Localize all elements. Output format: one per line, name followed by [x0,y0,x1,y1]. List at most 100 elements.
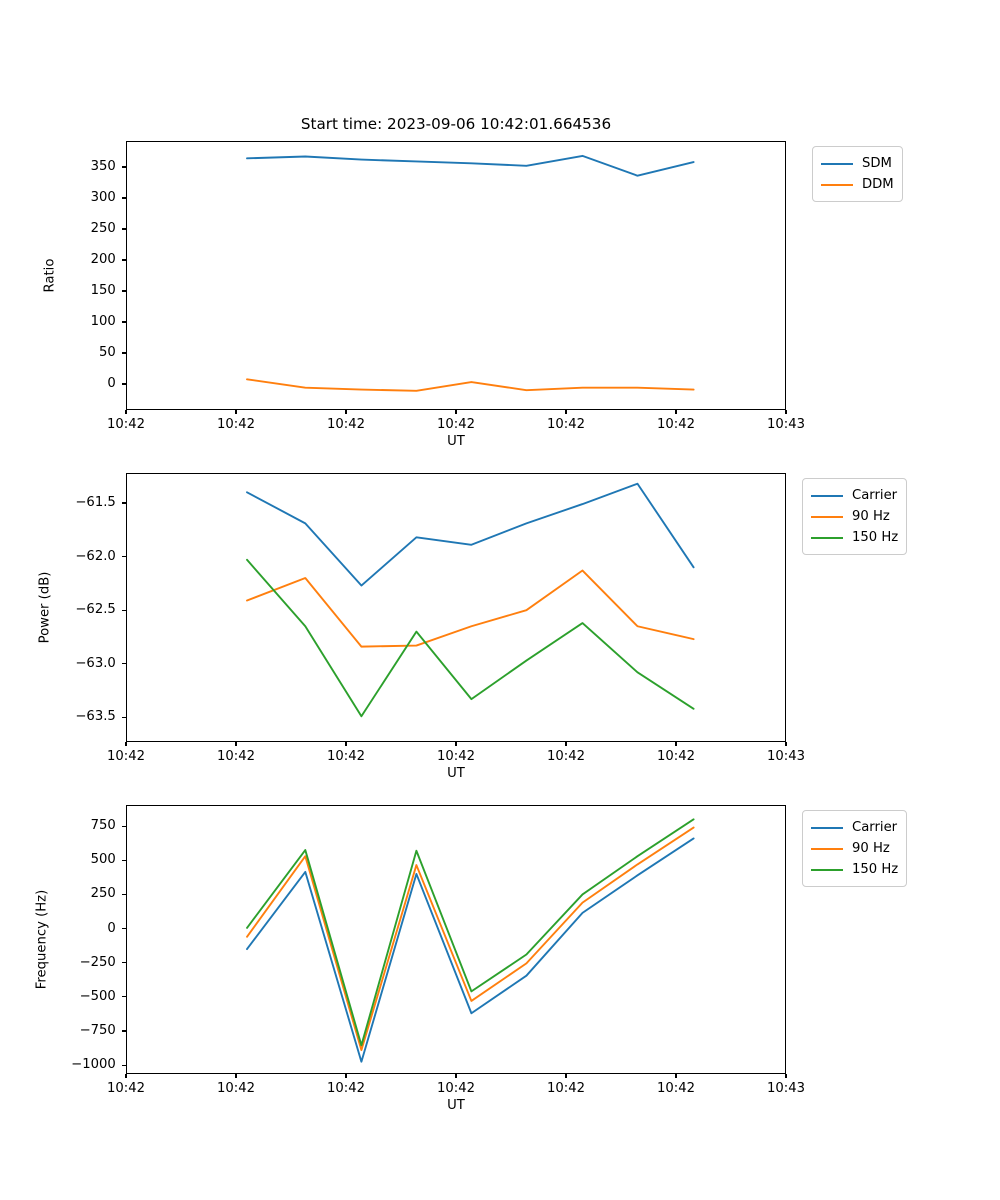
x-tick-mark [675,410,677,415]
legend-item-150-hz[interactable]: 150 Hz [811,859,898,880]
y-tick-label: 250 [90,221,116,236]
x-tick-label: 10:42 [656,1081,695,1096]
x-tick-mark [785,742,787,747]
x-tick-label: 10:42 [656,749,695,764]
y-tick-label: 350 [90,159,116,175]
y-tick-label: 250 [90,886,116,902]
x-tick-mark [675,1074,677,1079]
y-tick-label: 0 [107,375,116,391]
y-tick-label: −61.5 [75,495,116,510]
subplot-ratio: Start time: 2023-09-06 10:42:01.664536 0… [0,0,1000,450]
legend-item-90-hz[interactable]: 90 Hz [811,506,898,527]
legend-label: 150 Hz [852,861,899,877]
x-tick-mark [125,410,127,415]
legend-swatch-icon [811,847,843,850]
y-tick-label: 50 [99,344,116,360]
y-tick-label: 750 [90,818,116,834]
x-tick-label: 10:42 [656,417,695,432]
x-tick-label: 10:42 [546,417,585,432]
y-tick-mark [121,825,126,827]
y-tick-label: 0 [107,920,116,936]
x-tick-label: 10:43 [766,417,805,432]
y-tick-mark [121,197,126,199]
y-tick-label: −750 [79,1022,116,1038]
y-axis-label-ratio: Ratio [42,258,58,293]
legend-power[interactable]: Carrier 90 Hz 150 Hz [802,478,908,555]
x-tick-label: 10:43 [766,749,805,764]
y-tick-label: −63.5 [75,709,116,725]
series-line-carrier [246,837,695,1063]
x-tick-mark [675,742,677,747]
x-tick-label: 10:42 [216,749,255,764]
x-tick-mark [125,1074,127,1079]
x-tick-label: 10:42 [106,417,145,432]
y-tick-mark [121,663,126,665]
y-tick-mark [121,321,126,323]
x-tick-mark [345,742,347,747]
x-tick-label: 10:42 [546,749,585,764]
legend-swatch-icon [811,826,843,829]
x-tick-label: 10:42 [326,1081,365,1096]
legend-item-sdm[interactable]: SDM [821,153,894,174]
figure-title: Start time: 2023-09-06 10:42:01.664536 [300,115,612,133]
x-tick-mark [235,742,237,747]
x-tick-mark [785,410,787,415]
y-tick-mark [121,556,126,558]
x-tick-label: 10:42 [436,1081,475,1096]
series-line-carrier [246,482,695,587]
x-tick-label: 10:42 [326,749,365,764]
x-tick-mark [125,742,127,747]
x-tick-mark [455,742,457,747]
legend-swatch-icon [811,868,843,871]
x-tick-label: 10:42 [216,417,255,432]
x-tick-label: 10:43 [766,1081,805,1096]
legend-label: Carrier [852,819,898,835]
x-tick-label: 10:42 [216,1081,255,1096]
y-tick-mark [121,228,126,230]
series-line-150-hz [246,818,695,1047]
x-tick-label: 10:42 [436,749,475,764]
y-tick-label: −63.0 [75,655,116,671]
legend-frequency[interactable]: Carrier 90 Hz 150 Hz [802,810,908,887]
x-tick-label: 10:42 [436,417,475,432]
y-tick-label: −1000 [71,1057,116,1073]
x-tick-mark [565,742,567,747]
axes-frame-power [126,473,786,742]
y-tick-label: −500 [79,988,116,1004]
y-axis-label-power: Power (dB) [37,571,53,644]
legend-item-90-hz[interactable]: 90 Hz [811,838,898,859]
legend-swatch-icon [821,162,853,165]
legend-swatch-icon [811,494,843,497]
x-tick-mark [235,1074,237,1079]
y-tick-label: −62.0 [75,548,116,564]
y-tick-label: 150 [90,282,116,298]
legend-swatch-icon [821,183,853,186]
y-tick-label: 200 [90,252,116,267]
y-tick-mark [121,1030,126,1032]
legend-label: SDM [862,155,892,171]
y-tick-label: −250 [79,954,116,970]
legend-item-150-hz[interactable]: 150 Hz [811,527,898,548]
y-tick-mark [121,859,126,861]
x-tick-mark [235,410,237,415]
x-tick-label: 10:42 [326,417,365,432]
y-tick-mark [121,893,126,895]
y-tick-mark [121,996,126,998]
legend-label: Carrier [852,487,898,503]
legend-ratio[interactable]: SDM DDM [812,146,903,202]
y-tick-mark [121,502,126,504]
series-line-90-hz [246,569,695,648]
x-tick-mark [455,1074,457,1079]
y-tick-mark [121,259,126,261]
legend-item-carrier[interactable]: Carrier [811,817,898,838]
legend-item-carrier[interactable]: Carrier [811,485,898,506]
legend-label: 90 Hz [852,840,890,856]
legend-label: DDM [862,176,894,192]
y-axis-label-frequency: Frequency (Hz) [34,889,50,990]
x-tick-label: 10:42 [106,749,145,764]
x-tick-label: 10:42 [546,1081,585,1096]
x-axis-label-power: UT [447,766,465,781]
legend-item-ddm[interactable]: DDM [821,174,894,195]
series-line-150-hz [246,558,695,718]
